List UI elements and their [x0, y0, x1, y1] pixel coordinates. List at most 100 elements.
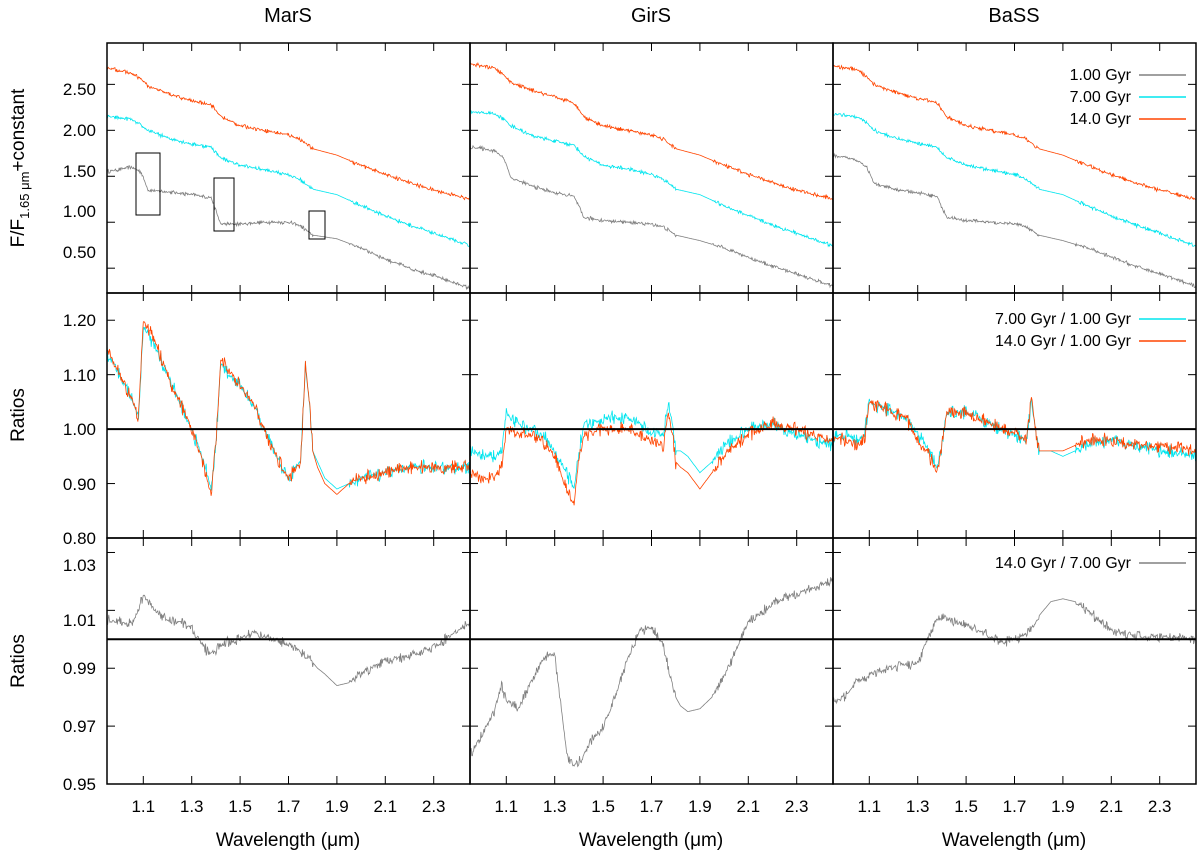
y-title-suffix: +constant — [8, 88, 29, 172]
y-tick-labels-ratios-bottom: 0.95 0.97 0.99 1.01 1.03 — [63, 556, 96, 794]
legend-label-7gyr: 7.00 Gyr — [1070, 89, 1132, 106]
panel-frame — [469, 42, 834, 294]
feature-box-1 — [135, 152, 161, 216]
series-line — [833, 64, 1196, 200]
y-tick-label: 1.03 — [63, 556, 96, 575]
panel-frame — [106, 292, 471, 539]
series-line — [833, 152, 1196, 288]
y-axis-title-ratios-bottom: Ratios — [8, 634, 29, 688]
y-tick-label: 0.97 — [63, 717, 96, 736]
x-tick-label: 1.5 — [591, 797, 615, 816]
series-line — [107, 114, 470, 247]
x-tick-label: 1.9 — [1051, 797, 1075, 816]
y-title-prefix: F/F — [8, 219, 29, 248]
plot-area — [833, 397, 1196, 474]
x-tick-label: 1.5 — [228, 797, 252, 816]
series-layer — [107, 62, 1196, 768]
series-line — [470, 62, 833, 201]
x-tick-label: 1.9 — [688, 797, 712, 816]
panel-frame — [469, 292, 834, 539]
y-tick-label: 1.20 — [63, 311, 96, 330]
series-line — [470, 402, 833, 489]
x-tick-label: 2.1 — [736, 797, 760, 816]
x-tick-label: 1.7 — [277, 797, 301, 816]
series-line — [470, 144, 833, 289]
plot-area — [107, 321, 470, 496]
series-line — [107, 321, 470, 496]
y-tick-label: 2.50 — [63, 80, 96, 99]
column-title-girs: GirS — [631, 5, 671, 27]
y-tick-label: 0.80 — [63, 529, 96, 548]
y-tick-label: 0.90 — [63, 475, 96, 494]
legend-ratios-middle: 7.00 Gyr / 1.00 Gyr 14.0 Gyr / 1.00 Gyr — [995, 311, 1186, 350]
y-tick-label: 1.01 — [63, 611, 96, 630]
y-title-subscript: 1.65 μm — [17, 172, 32, 219]
series-line — [107, 165, 470, 291]
y-tick-label: 1.00 — [63, 202, 96, 221]
y-tick-label: 2.00 — [63, 121, 96, 140]
panel-frame — [832, 537, 1197, 785]
x-tick-labels: 1.1 1.3 1.5 1.7 1.9 2.1 2.3 1.1 1.3 1.5 1.7 1.9 2.1 2… — [131, 797, 1171, 816]
y-tick-label: 1.00 — [63, 420, 96, 439]
feature-box-3 — [308, 210, 326, 240]
x-tick-label: 1.7 — [640, 797, 664, 816]
y-axis-title-ratios-middle: Ratios — [8, 388, 29, 442]
x-tick-label: 1.1 — [494, 797, 518, 816]
series-line — [470, 412, 833, 506]
plot-area — [470, 577, 833, 768]
y-tick-labels-ratios-middle: 0.80 0.90 1.00 1.10 1.20 — [63, 311, 96, 548]
column-title-mars: MarS — [264, 5, 312, 27]
plot-area — [470, 402, 833, 506]
y-tick-label: 1.50 — [63, 162, 96, 181]
y-tick-label: 0.50 — [63, 243, 96, 262]
y-tick-label: 1.10 — [63, 366, 96, 385]
series-line — [833, 598, 1196, 705]
plot-area — [833, 598, 1196, 705]
feature-box-2 — [213, 177, 235, 232]
plot-area — [833, 64, 1196, 288]
legend-label-14over1: 14.0 Gyr / 1.00 Gyr — [995, 333, 1132, 350]
series-line — [107, 594, 470, 687]
series-line — [833, 398, 1196, 470]
series-line — [470, 577, 833, 768]
legend-label-7over1: 7.00 Gyr / 1.00 Gyr — [995, 311, 1132, 328]
series-line — [470, 110, 833, 248]
panel-frame — [106, 537, 471, 785]
plot-area — [470, 62, 833, 289]
reference-lines — [107, 428, 1196, 641]
x-tick-label: 1.1 — [131, 797, 155, 816]
x-tick-label: 2.3 — [422, 797, 446, 816]
x-tick-label: 2.3 — [1148, 797, 1172, 816]
x-tick-label: 1.1 — [857, 797, 881, 816]
series-line — [107, 326, 470, 491]
feature-boxes — [135, 152, 326, 240]
series-line — [107, 66, 470, 201]
legend-label-14gyr: 14.0 Gyr — [1070, 111, 1132, 128]
x-tick-label: 1.3 — [180, 797, 204, 816]
x-tick-label: 1.5 — [954, 797, 978, 816]
y-tick-labels-spectra: 0.50 1.00 1.50 2.00 2.50 — [63, 80, 96, 262]
plot-area — [107, 66, 470, 291]
x-tick-label: 1.9 — [325, 797, 349, 816]
x-axis-title-mars: Wavelength (μm) — [216, 830, 360, 851]
panel-frame — [469, 537, 834, 785]
x-tick-label: 1.7 — [1003, 797, 1027, 816]
x-axis-title-girs: Wavelength (μm) — [579, 830, 723, 851]
x-tick-label: 1.3 — [906, 797, 930, 816]
x-tick-label: 2.1 — [373, 797, 397, 816]
legend-ratios-bottom: 14.0 Gyr / 7.00 Gyr — [995, 555, 1186, 572]
x-tick-label: 2.1 — [1099, 797, 1123, 816]
series-line — [833, 112, 1196, 247]
panel-frame — [832, 292, 1197, 539]
plot-area — [107, 594, 470, 687]
series-line — [833, 397, 1196, 474]
panel-frame — [832, 42, 1197, 294]
y-tick-label: 0.99 — [63, 659, 96, 678]
legend-label-14over7: 14.0 Gyr / 7.00 Gyr — [995, 555, 1132, 572]
legend-spectra: 1.00 Gyr 7.00 Gyr 14.0 Gyr — [1070, 67, 1186, 128]
x-tick-label: 2.3 — [785, 797, 809, 816]
y-tick-label: 0.95 — [63, 775, 96, 794]
x-tick-label: 1.3 — [543, 797, 567, 816]
y-axis-title-spectra: F/F1.65 μm+constant — [8, 88, 32, 247]
